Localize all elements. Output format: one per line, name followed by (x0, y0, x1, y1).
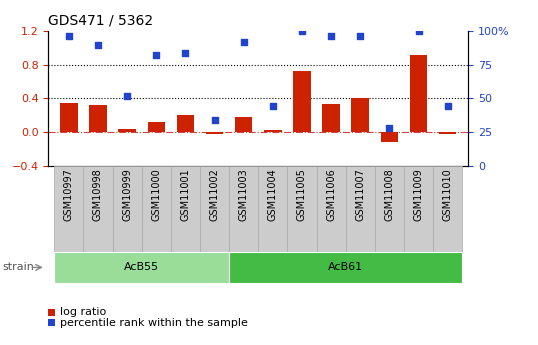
Point (414, 28, 423, 34)
Point (356, 34, 365, 39)
Text: GSM11006: GSM11006 (326, 168, 336, 221)
Bar (375, 166, 404, 252)
Point (123, 93, 131, 98)
Text: GSM10998: GSM10998 (93, 168, 103, 221)
Text: GSM11001: GSM11001 (180, 168, 190, 221)
Point (298, 28, 306, 34)
Text: GSM11002: GSM11002 (209, 168, 220, 221)
Text: log ratio: log ratio (60, 307, 107, 317)
Text: GSM10999: GSM10999 (122, 168, 132, 221)
Point (94, 42, 102, 47)
Bar (316, 166, 345, 252)
Text: GSM11008: GSM11008 (384, 168, 394, 221)
Point (327, 34, 335, 39)
Bar (54, 166, 83, 252)
Bar (264, 130, 281, 132)
Bar (112, 166, 141, 252)
Bar (89, 105, 107, 132)
Point (443, 104, 452, 109)
Bar (176, 115, 194, 132)
Text: GSM11004: GSM11004 (268, 168, 278, 221)
Bar (60, 102, 77, 132)
Bar (229, 252, 462, 283)
Bar (351, 98, 369, 132)
Point (152, 52, 160, 58)
Text: GSM11010: GSM11010 (443, 168, 452, 221)
Text: GSM11007: GSM11007 (355, 168, 365, 221)
Text: GDS471 / 5362: GDS471 / 5362 (48, 14, 153, 28)
Bar (83, 166, 112, 252)
Bar (118, 129, 136, 132)
Bar (287, 166, 316, 252)
Text: GSM11003: GSM11003 (239, 168, 249, 221)
Bar (171, 166, 200, 252)
Point (268, 104, 277, 109)
Text: AcB61: AcB61 (328, 263, 363, 272)
Bar (322, 104, 340, 132)
Text: GSM10997: GSM10997 (64, 168, 74, 221)
Bar (345, 166, 375, 252)
Bar (229, 166, 258, 252)
Bar (410, 55, 427, 132)
Bar (404, 166, 433, 252)
Bar (258, 166, 287, 252)
Bar (380, 132, 398, 142)
Bar (439, 132, 456, 134)
Text: GSM11009: GSM11009 (414, 168, 423, 221)
Text: percentile rank within the sample: percentile rank within the sample (60, 317, 248, 327)
Point (385, 125, 394, 131)
Point (181, 50, 190, 55)
Text: strain: strain (3, 263, 34, 272)
Text: AcB55: AcB55 (124, 263, 159, 272)
Bar (54, 252, 229, 283)
Bar (200, 166, 229, 252)
Bar (235, 117, 252, 132)
Text: GSM11005: GSM11005 (297, 168, 307, 221)
Bar (433, 166, 462, 252)
Point (210, 117, 219, 122)
Point (239, 39, 248, 45)
Text: GSM11000: GSM11000 (151, 168, 161, 221)
Point (65, 34, 73, 39)
Bar (147, 122, 165, 132)
Bar (141, 166, 171, 252)
Bar (293, 71, 310, 132)
Bar (206, 132, 223, 134)
